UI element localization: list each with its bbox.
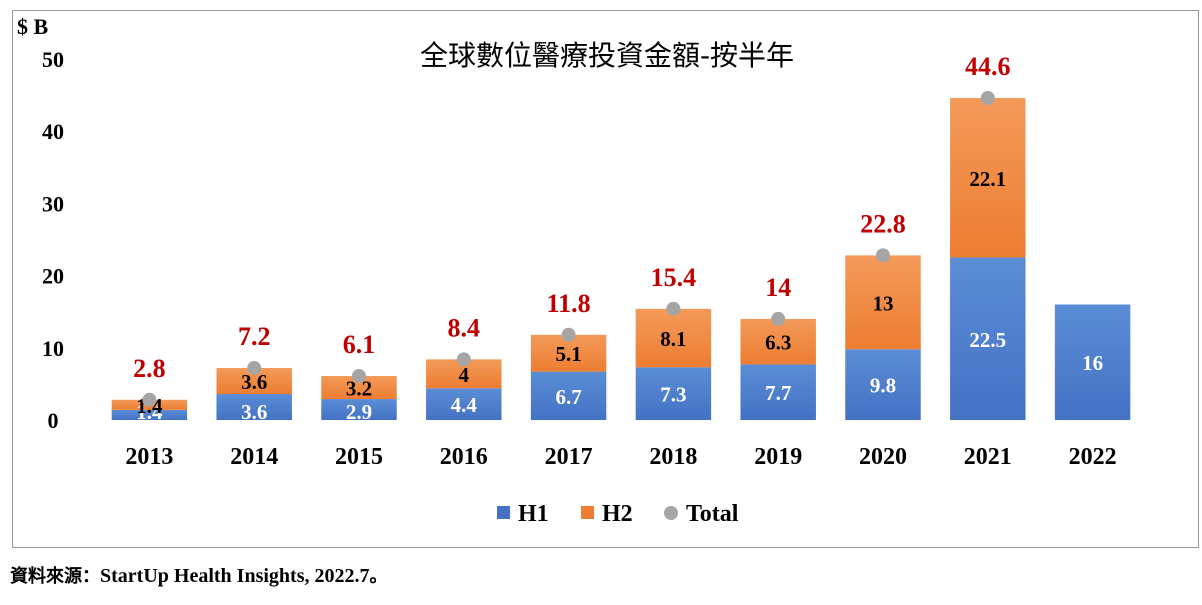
x-tick-label: 2021: [964, 444, 1012, 470]
legend-swatch-h1: [497, 506, 510, 519]
total-marker: [456, 352, 471, 367]
h2-data-label: 8.1: [660, 327, 686, 351]
h1-data-label: 7.7: [765, 381, 791, 405]
chart-title: 全球數位醫療投資金額-按半年: [420, 39, 794, 72]
h1-bars: [111, 257, 1131, 420]
y-tick-label: 30: [42, 191, 64, 216]
chart-legend: H1 H2 Total: [497, 501, 739, 527]
h1-bar: [635, 367, 712, 420]
legend-label-total: Total: [686, 501, 739, 527]
h1-bar: [740, 364, 816, 420]
total-marker: [561, 327, 576, 342]
total-marker: [247, 361, 262, 376]
h2-bar: [950, 97, 1026, 258]
source-prefix: 資料來源：: [10, 566, 100, 587]
h1-data-labels: 1.4 3.6 2.9 4.4 6.7 7.3 7.7 9.822.516: [136, 328, 1103, 424]
total-data-label: 15.4: [651, 263, 697, 292]
x-axis-ticks: 2013 2014 2015 2016 2017 2018 2019 2020 2021 2022: [125, 444, 1116, 470]
h1-bar: [426, 388, 502, 420]
h1-data-label: 22.5: [969, 328, 1006, 352]
h1-data-label: 9.8: [870, 374, 896, 398]
total-marker: [980, 90, 995, 105]
source-text: StartUp Health Insights, 2022.7: [100, 565, 370, 587]
x-tick-label: 2014: [230, 444, 278, 470]
source-suffix: 。: [369, 566, 388, 587]
h1-bar: [216, 394, 292, 420]
h1-data-label: 3.6: [241, 400, 267, 424]
x-tick-label: 2020: [859, 444, 907, 470]
h1-bar: [950, 257, 1026, 420]
total-data-labels: 2.8 7.2 6.1 8.4 11.8 15.4 14 22.8 44.6: [133, 52, 1010, 383]
total-data-label: 11.8: [547, 289, 591, 318]
total-marker: [142, 392, 157, 407]
y-tick-label: 0: [48, 408, 59, 433]
h2-bar: [845, 255, 921, 350]
x-tick-label: 2019: [754, 444, 802, 470]
legend-swatch-total: [664, 506, 678, 520]
legend-label-h2: H2: [602, 501, 633, 527]
total-markers: [142, 90, 995, 407]
legend-swatch-h2: [581, 506, 594, 519]
h2-data-label: 22.1: [969, 167, 1006, 191]
h1-data-label: 16: [1082, 351, 1103, 375]
h2-data-label: 5.1: [555, 342, 581, 366]
h2-data-label: 13: [873, 291, 894, 315]
h2-bar: [740, 318, 816, 365]
y-axis-unit: $ B: [17, 14, 49, 39]
total-data-label: 7.2: [238, 322, 271, 351]
chart-frame: 全球數位醫療投資金額-按半年 $ B 0 10 20 30 40 50 2013 2014 2…: [12, 10, 1199, 548]
source-note: 資料來源：StartUp Health Insights, 2022.7。: [10, 562, 387, 588]
x-tick-label: 2013: [125, 444, 173, 470]
total-marker: [771, 311, 786, 326]
total-data-label: 14: [765, 273, 791, 302]
total-marker: [876, 248, 890, 263]
total-data-label: 44.6: [965, 52, 1011, 81]
h2-data-label: 6.3: [765, 331, 791, 355]
h2-bar: [321, 375, 397, 400]
h1-data-label: 7.3: [660, 383, 686, 407]
x-tick-label: 2016: [440, 444, 488, 470]
h1-bar: [530, 371, 607, 420]
y-tick-label: 10: [42, 336, 64, 361]
legend-label-h1: H1: [518, 501, 549, 527]
h1-data-label: 6.7: [555, 385, 581, 409]
x-tick-label: 2017: [545, 444, 593, 470]
h1-data-label: 2.9: [346, 400, 372, 424]
y-tick-label: 50: [42, 47, 64, 72]
y-tick-label: 20: [42, 264, 64, 289]
total-data-label: 6.1: [343, 330, 376, 359]
x-tick-label: 2018: [649, 444, 697, 470]
total-data-label: 2.8: [133, 354, 166, 383]
x-tick-label: 2022: [1069, 444, 1117, 470]
total-marker: [352, 368, 366, 383]
total-marker: [666, 301, 681, 316]
h1-bar: [1054, 304, 1131, 420]
h2-bar: [635, 308, 712, 368]
h1-bar: [321, 399, 397, 420]
h1-bar: [111, 409, 188, 420]
total-data-label: 22.8: [860, 209, 906, 238]
x-tick-label: 2015: [335, 444, 383, 470]
y-tick-label: 40: [42, 119, 64, 144]
total-data-label: 8.4: [448, 313, 481, 342]
y-axis-ticks: 0 10 20 30 40 50: [42, 47, 64, 433]
h2-data-label: 4: [459, 363, 470, 387]
h1-bar: [845, 349, 921, 420]
h1-data-label: 4.4: [451, 393, 478, 417]
